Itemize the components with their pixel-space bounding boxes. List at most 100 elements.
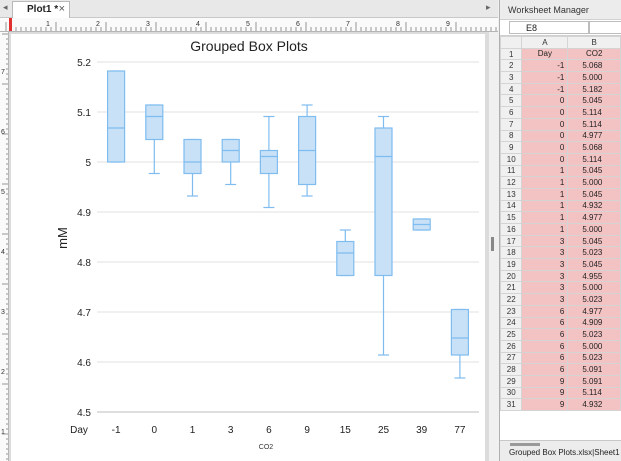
cell-co2[interactable]: 4.955 xyxy=(567,269,621,283)
row-number[interactable]: 23 xyxy=(500,304,523,318)
cell-day[interactable]: -1 xyxy=(521,71,569,84)
cell-co2[interactable]: 5.182 xyxy=(567,82,621,96)
cell-co2[interactable]: 5.023 xyxy=(567,246,621,260)
cell-co2[interactable]: 5.045 xyxy=(567,164,621,178)
row-number[interactable]: 27 xyxy=(500,351,523,365)
row-number[interactable]: 30 xyxy=(500,386,523,400)
cell-co2[interactable]: 5.000 xyxy=(567,176,621,189)
cell-day[interactable]: 1 xyxy=(521,223,569,236)
row-number[interactable]: 31 xyxy=(500,398,523,411)
cell-day[interactable]: 1 xyxy=(521,164,569,178)
column-name-day[interactable]: Day xyxy=(521,47,569,61)
corner-cell[interactable] xyxy=(500,36,523,49)
box-15[interactable] xyxy=(336,229,355,277)
cell-co2[interactable]: 5.000 xyxy=(567,339,621,353)
cell-co2[interactable]: 4.932 xyxy=(567,199,621,213)
cell-co2[interactable]: 5.091 xyxy=(567,363,621,376)
row-number[interactable]: 18 xyxy=(500,246,523,260)
cell-day[interactable]: 0 xyxy=(521,152,569,166)
box-1[interactable] xyxy=(183,138,202,197)
cell-day[interactable]: 6 xyxy=(521,304,569,318)
cell-co2[interactable]: 5.000 xyxy=(567,71,621,84)
row-number[interactable]: 8 xyxy=(500,129,523,143)
cell-day[interactable]: 1 xyxy=(521,211,569,224)
cell-co2[interactable]: 5.068 xyxy=(567,59,621,73)
cell-day[interactable]: 3 xyxy=(521,246,569,260)
worksheet-grid[interactable]: A B 1 Day CO2 2 -1 5.068 3 -1 5.000 4 -1 5.182 5 0… xyxy=(500,36,621,411)
box-25[interactable] xyxy=(374,115,393,356)
cell-day[interactable]: 6 xyxy=(521,339,569,353)
row-number[interactable]: 14 xyxy=(500,199,523,213)
row-number[interactable]: 9 xyxy=(500,141,523,154)
cell-day[interactable]: 3 xyxy=(521,258,569,271)
tab-scroll-right-icon[interactable]: ▸ xyxy=(486,2,491,12)
row-number[interactable]: 4 xyxy=(500,82,523,96)
row-number[interactable]: 11 xyxy=(500,164,523,178)
plot-page[interactable]: Grouped Box Plots mM CO2 Day 4.5 4.6 4.7 4.… xyxy=(11,34,485,461)
row-number[interactable]: 1 xyxy=(500,47,523,61)
box-plot-chart[interactable]: Grouped Box Plots mM CO2 Day 4.54.64.74.… xyxy=(11,34,485,461)
column-header-a[interactable]: A xyxy=(521,36,569,49)
close-icon[interactable]: × xyxy=(58,3,65,15)
tab-scroll-left-icon[interactable]: ◂ xyxy=(3,2,8,12)
cell-day[interactable]: -1 xyxy=(521,59,569,73)
row-number[interactable]: 21 xyxy=(500,281,523,295)
row-number[interactable]: 10 xyxy=(500,152,523,166)
row-number[interactable]: 7 xyxy=(500,117,523,131)
row-number[interactable]: 24 xyxy=(500,316,523,330)
cell-day[interactable]: 9 xyxy=(521,374,569,388)
cell-day[interactable]: 6 xyxy=(521,316,569,330)
cell-co2[interactable]: 5.023 xyxy=(567,328,621,341)
cell-reference-field[interactable]: E8 xyxy=(509,21,589,34)
cell-co2[interactable]: 5.091 xyxy=(567,374,621,388)
cell-day[interactable]: 6 xyxy=(521,363,569,376)
box-6[interactable] xyxy=(259,115,278,209)
column-name-co2[interactable]: CO2 xyxy=(567,47,621,61)
box-77[interactable] xyxy=(450,308,469,379)
splitter-grip-icon[interactable] xyxy=(491,237,494,251)
row-number[interactable]: 16 xyxy=(500,223,523,236)
cell-co2[interactable]: 5.045 xyxy=(567,258,621,271)
column-header-b[interactable]: B xyxy=(567,36,621,49)
cell-co2[interactable]: 4.977 xyxy=(567,129,621,143)
cell-day[interactable]: 3 xyxy=(521,293,569,306)
cell-co2[interactable]: 5.114 xyxy=(567,386,621,400)
box-39[interactable] xyxy=(412,218,431,231)
cell-day[interactable]: 1 xyxy=(521,187,569,201)
box-9[interactable] xyxy=(298,104,317,197)
box-0[interactable] xyxy=(145,104,164,175)
cell-day[interactable]: 9 xyxy=(521,386,569,400)
cell-co2[interactable]: 4.909 xyxy=(567,316,621,330)
box--1[interactable] xyxy=(106,70,126,163)
row-number[interactable]: 3 xyxy=(500,71,523,84)
row-number[interactable]: 12 xyxy=(500,176,523,189)
cell-day[interactable]: 1 xyxy=(521,199,569,213)
cell-day[interactable]: 0 xyxy=(521,129,569,143)
row-number[interactable]: 19 xyxy=(500,258,523,271)
cell-co2[interactable]: 5.114 xyxy=(567,106,621,119)
formula-field[interactable] xyxy=(589,21,621,34)
cell-co2[interactable]: 5.023 xyxy=(567,351,621,365)
cell-co2[interactable]: 5.114 xyxy=(567,117,621,131)
cell-day[interactable]: 9 xyxy=(521,398,569,411)
row-number[interactable]: 17 xyxy=(500,234,523,248)
cell-co2[interactable]: 4.977 xyxy=(567,304,621,318)
cell-co2[interactable]: 4.977 xyxy=(567,211,621,224)
cell-co2[interactable]: 5.114 xyxy=(567,152,621,166)
cell-day[interactable]: 0 xyxy=(521,106,569,119)
tab-plot1[interactable]: Plot1 * × xyxy=(12,1,70,18)
horizontal-scrollbar[interactable] xyxy=(510,443,540,446)
box-3[interactable] xyxy=(221,138,240,186)
row-number[interactable]: 20 xyxy=(500,269,523,283)
sheet-tab[interactable]: Grouped Box Plots.xlsx|Sheet1 * xyxy=(509,448,621,457)
cell-co2[interactable]: 5.045 xyxy=(567,94,621,108)
cell-day[interactable]: 0 xyxy=(521,141,569,154)
cell-co2[interactable]: 5.068 xyxy=(567,141,621,154)
cell-co2[interactable]: 5.023 xyxy=(567,293,621,306)
row-number[interactable]: 22 xyxy=(500,293,523,306)
row-number[interactable]: 15 xyxy=(500,211,523,224)
cell-day[interactable]: 0 xyxy=(521,117,569,131)
row-number[interactable]: 29 xyxy=(500,374,523,388)
cell-co2[interactable]: 4.932 xyxy=(567,398,621,411)
row-number[interactable]: 13 xyxy=(500,187,523,201)
